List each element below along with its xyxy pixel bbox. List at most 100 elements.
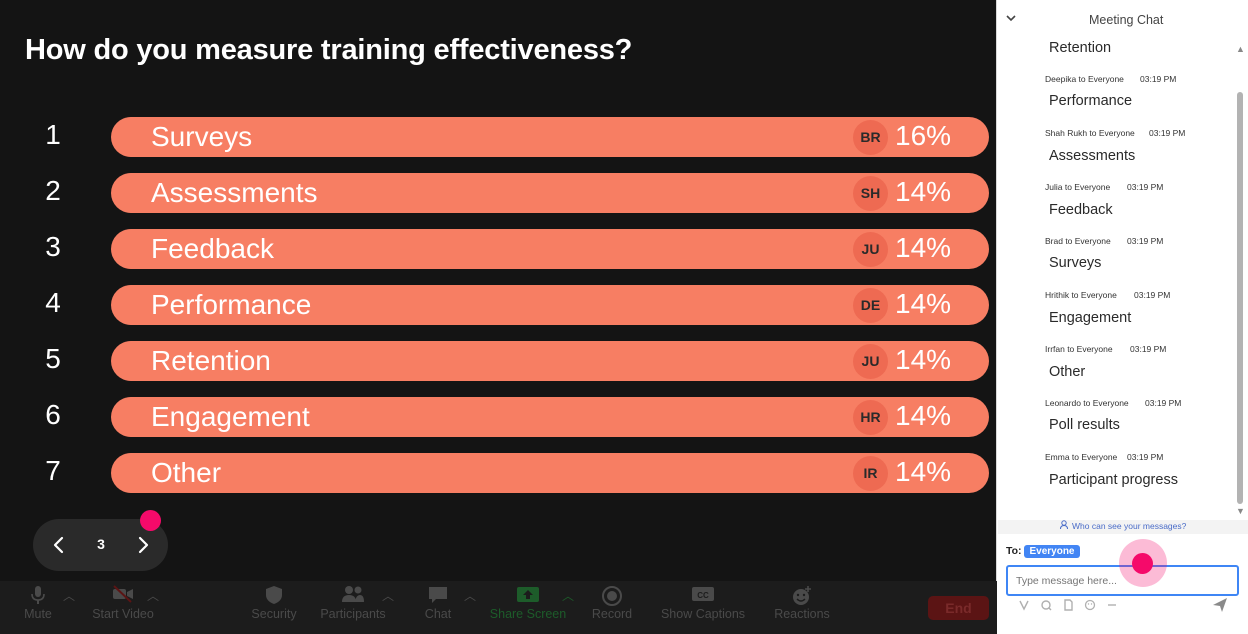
option-label: Assessments [151,177,318,208]
chat-message-time: 03:19 PM [1127,182,1164,192]
option-rank: 3 [45,231,61,262]
chat-message-text: Surveys [1049,255,1102,271]
record-button[interactable]: Record [588,585,636,621]
chat-message-time: 03:19 PM [1127,452,1164,462]
mute-label: Mute [24,607,52,621]
chevron-left-icon[interactable] [46,532,72,558]
option-percent: 14% [895,288,952,319]
chat-message-time: 03:19 PM [1145,398,1182,408]
option-label: Engagement [151,401,310,432]
end-meeting-button[interactable]: End [928,596,989,620]
option-percent: 14% [895,344,952,375]
shield-icon [259,585,289,607]
chat-button[interactable]: Chat [420,585,456,621]
svg-text:CC: CC [697,591,709,600]
presentation-stage: How do you measure training effectivenes… [0,0,997,634]
message-input[interactable] [1006,565,1239,596]
show-captions-button[interactable]: CC Show Captions [657,585,749,621]
microphone-icon [23,585,53,607]
caret-up-icon[interactable]: ︿ [382,589,395,603]
option-percent: 14% [895,232,952,263]
format-text-icon[interactable] [1018,599,1030,614]
voter-avatar: HR [853,400,888,435]
chevron-right-icon[interactable] [130,532,156,558]
chat-message-text: Feedback [1049,202,1113,218]
scroll-down-icon[interactable]: ▼ [1236,506,1245,516]
chevron-down-icon[interactable] [1006,13,1016,25]
chat-header: Meeting Chat [998,0,1248,40]
chat-message-text: Assessments [1049,148,1136,164]
chat-scrollbar[interactable]: ▲ ▼ [1236,44,1245,518]
chat-message-time: 03:19 PM [1127,236,1164,246]
option-bar: Other IR 14% [111,453,989,493]
recipient-row: To: Everyone [1006,545,1080,558]
option-label: Retention [151,345,271,376]
chat-message-time: 03:19 PM [1140,74,1177,84]
chat-title: Meeting Chat [1089,13,1164,27]
chat-message-sender: Brad to Everyone [1045,236,1111,246]
reactions-button[interactable]: Reactions [771,585,833,621]
mute-button[interactable]: Mute [20,585,56,621]
chat-message-time: 03:19 PM [1149,128,1186,138]
voter-avatar: SH [853,176,888,211]
option-rank: 2 [45,175,61,206]
chat-message-sender: Leonardo to Everyone [1045,398,1129,408]
option-label: Other [151,457,222,488]
chat-panel: Meeting Chat Retention Deepika to Everyo… [998,0,1248,634]
chat-message-text: Participant progress [1049,472,1178,488]
option-label: Performance [151,289,312,320]
option-percent: 16% [895,120,952,151]
recipient-selector[interactable]: Everyone [1024,545,1080,558]
option-percent: 14% [895,456,952,487]
participants-label: Participants [320,607,386,621]
option-rank: 6 [45,399,61,430]
send-icon[interactable] [1212,597,1228,616]
slide-number: 3 [97,536,105,552]
chat-message-text: Performance [1049,93,1133,109]
caret-up-icon[interactable]: ︿ [562,589,575,603]
voter-avatar: JU [853,232,888,267]
voter-avatar: BR [853,120,888,155]
emoji-icon[interactable] [1084,599,1096,614]
chat-message-text: Retention [1049,40,1112,56]
option-percent: 14% [895,400,952,431]
scroll-thumb[interactable] [1237,92,1243,504]
poll-option: 1 Surveys BR 16% [0,117,997,157]
file-icon[interactable] [1062,599,1074,614]
caret-up-icon[interactable]: ︿ [464,589,477,603]
poll-option: 6 Engagement HR 14% [0,397,997,437]
security-button[interactable]: Security [247,585,301,621]
option-rank: 4 [45,287,61,318]
option-bar: Surveys BR 16% [111,117,989,157]
captions-icon: CC [688,585,718,607]
option-bar: Performance DE 14% [111,285,989,325]
who-can-see-link[interactable]: Who can see your messages? [998,520,1248,534]
chat-label: Chat [424,607,452,621]
participants-button[interactable]: Participants [315,585,391,621]
chat-message-time: 03:19 PM [1134,290,1171,300]
chat-message-sender: Emma to Everyone [1045,452,1118,462]
share-screen-button[interactable]: Share Screen [488,585,568,621]
more-icon[interactable] [1106,599,1118,614]
chat-message-text: Poll results [1049,417,1120,433]
caret-up-icon[interactable]: ︿ [147,589,160,603]
scroll-up-icon[interactable]: ▲ [1236,44,1245,54]
screenshot-icon[interactable] [1040,599,1052,614]
voter-avatar: DE [853,288,888,323]
participants-icon [338,585,368,607]
record-label: Record [591,607,633,621]
option-rank: 7 [45,455,61,486]
chat-message-text: Other [1049,364,1086,380]
chat-message-sender: Irrfan to Everyone [1045,344,1113,354]
record-icon [597,585,627,607]
cursor-indicator [140,510,161,531]
share-screen-icon [513,585,543,607]
option-label: Surveys [151,121,253,152]
voter-avatar: IR [853,456,888,491]
start-video-button[interactable]: Start Video [88,585,158,621]
video-off-icon [108,585,138,607]
to-label: To: [1006,545,1022,557]
caret-up-icon[interactable]: ︿ [63,589,76,603]
share-screen-label: Share Screen [489,607,567,621]
